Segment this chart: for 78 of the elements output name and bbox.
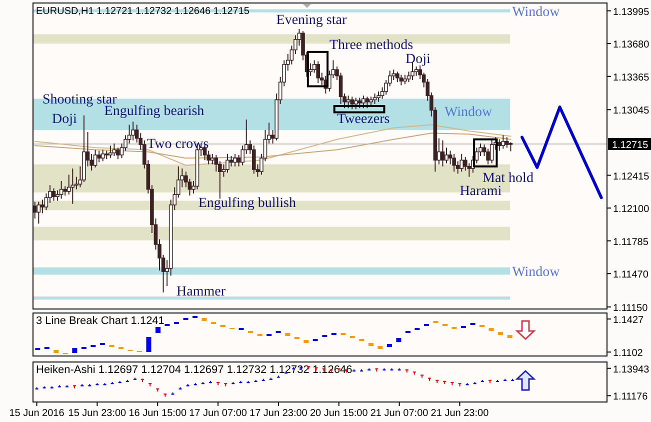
candlestick (452, 153, 456, 172)
y-tick-label: 1.1427 (613, 315, 644, 326)
y-tick-label: 1.13045 (613, 106, 650, 117)
annotation: Tweezers (337, 112, 390, 127)
band-label: Window (512, 4, 561, 20)
candlestick (350, 96, 354, 110)
annotation: Doji (406, 52, 431, 67)
candlestick (210, 153, 214, 165)
candlestick (346, 95, 350, 109)
candlestick (52, 188, 56, 202)
x-tick-label: 17 Jun 07:00 (189, 408, 248, 419)
annotation: Harami (460, 184, 502, 199)
candlestick (131, 121, 135, 141)
candlestick (403, 74, 407, 85)
y-tick-label: 1.1102 (613, 348, 644, 360)
y-tick-label: 1.13943 (613, 364, 650, 376)
annotation: Three methods (330, 38, 414, 53)
candlestick (100, 149, 105, 162)
y-tick-label: 1.13365 (613, 72, 650, 84)
candlestick (70, 168, 75, 204)
candlestick (444, 147, 448, 164)
candlestick (108, 145, 112, 159)
candlestick (376, 90, 380, 102)
candlestick (414, 66, 418, 76)
x-tick-label: 17 Jun 23:00 (250, 408, 308, 419)
candlestick (474, 147, 479, 164)
candlestick (396, 71, 400, 83)
x-tick-label: 20 Jun 15:00 (310, 408, 368, 419)
ref-line-label: 1.12715 (612, 140, 649, 152)
annotation: Evening star (276, 13, 347, 28)
candlestick (226, 153, 230, 174)
y-tick-label: 1.13680 (613, 40, 650, 51)
annotation: Doji (52, 112, 78, 128)
band-label: Window (444, 105, 494, 120)
y-tick-label: 1.12100 (613, 204, 650, 216)
candlestick (460, 153, 464, 172)
annotation: Two crows (147, 136, 209, 152)
x-tick-label: 15 Jun 23:00 (68, 408, 127, 419)
candlestick (358, 97, 362, 109)
annotation: Mat hold (482, 171, 534, 186)
y-tick-label: 1.11150 (613, 302, 648, 314)
y-tick-label: 1.11785 (613, 236, 649, 248)
annotation: Engulfing bearish (104, 104, 204, 119)
candlestick (36, 201, 41, 224)
candlestick (505, 136, 509, 148)
candlestick (486, 148, 490, 165)
candlestick (497, 138, 502, 152)
candlestick (362, 95, 366, 109)
chart-title: EURUSD,H1 1.12721 1.12732 1.12646 1.12715 (36, 6, 250, 17)
candlestick (490, 138, 494, 164)
candlestick (93, 149, 98, 168)
annotation: Hammer (176, 284, 226, 300)
y-tick-label: 1.12415 (613, 171, 650, 182)
candlestick (354, 97, 358, 110)
chart-title: 3 Line Break Chart 1.1241 (36, 315, 164, 327)
candlestick (59, 180, 64, 200)
candlestick (32, 201, 37, 219)
candlestick (97, 150, 101, 163)
candlestick (308, 62, 312, 76)
candlestick (399, 74, 404, 86)
band-label: Window (512, 265, 561, 280)
candlestick (365, 96, 370, 109)
x-tick-label: 16 Jun 15:00 (128, 408, 187, 419)
y-tick-label: 1.11176 (613, 392, 648, 403)
y-tick-label: 1.13995 (613, 6, 650, 18)
candlestick (501, 134, 506, 150)
x-tick-label: 21 Jun 07:00 (370, 408, 429, 419)
candlestick (233, 153, 237, 167)
candlestick (116, 147, 120, 160)
x-tick-label: 21 Jun 23:00 (430, 408, 490, 419)
candlestick (440, 140, 445, 167)
x-tick-label: 15 Jun 2016 (9, 408, 65, 419)
candlestick (112, 143, 116, 156)
candlestick (40, 199, 44, 214)
annotation: Engulfing bullish (198, 196, 296, 211)
candlestick (316, 60, 320, 84)
y-tick-label: 1.11470 (613, 270, 649, 281)
candlestick (63, 186, 67, 196)
